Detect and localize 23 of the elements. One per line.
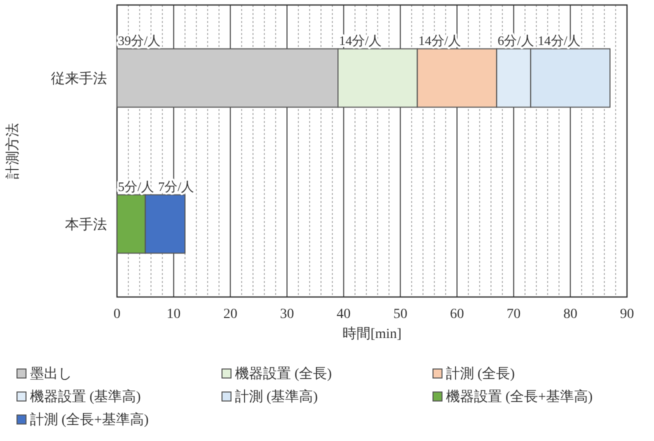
x-tick-label: 70 xyxy=(506,307,521,322)
legend-label: 機器設置 (全長) xyxy=(235,366,332,382)
x-tick-label: 0 xyxy=(114,307,120,322)
data-label: 5分/人 xyxy=(118,178,154,194)
y-tick-label: 従来手法 xyxy=(51,71,107,87)
x-tick-label: 90 xyxy=(620,307,634,322)
x-tick-label: 10 xyxy=(166,307,181,322)
y-axis-title: 計測方法 xyxy=(5,123,21,179)
legend-label: 計測 (全長+基準高) xyxy=(30,412,150,428)
x-tick-label: 60 xyxy=(450,307,464,322)
x-axis-title: 時間[min] xyxy=(342,326,402,342)
legend-label: 計測 (全長) xyxy=(446,366,516,382)
x-tick-label: 40 xyxy=(336,307,351,322)
legend-label: 墨出し xyxy=(30,366,72,382)
x-tick-label: 50 xyxy=(393,307,408,322)
y-tick-label: 本手法 xyxy=(65,217,107,233)
legend-label: 計測 (基準高) xyxy=(235,389,318,405)
legend-label: 機器設置 (基準高) xyxy=(30,389,142,405)
x-tick-label: 20 xyxy=(223,307,238,322)
data-label: 39分/人 xyxy=(118,32,161,48)
legend-label: 機器設置 (全長+基準高) xyxy=(446,389,594,405)
x-tick-label: 80 xyxy=(563,307,578,322)
x-tick-label: 30 xyxy=(280,307,294,322)
